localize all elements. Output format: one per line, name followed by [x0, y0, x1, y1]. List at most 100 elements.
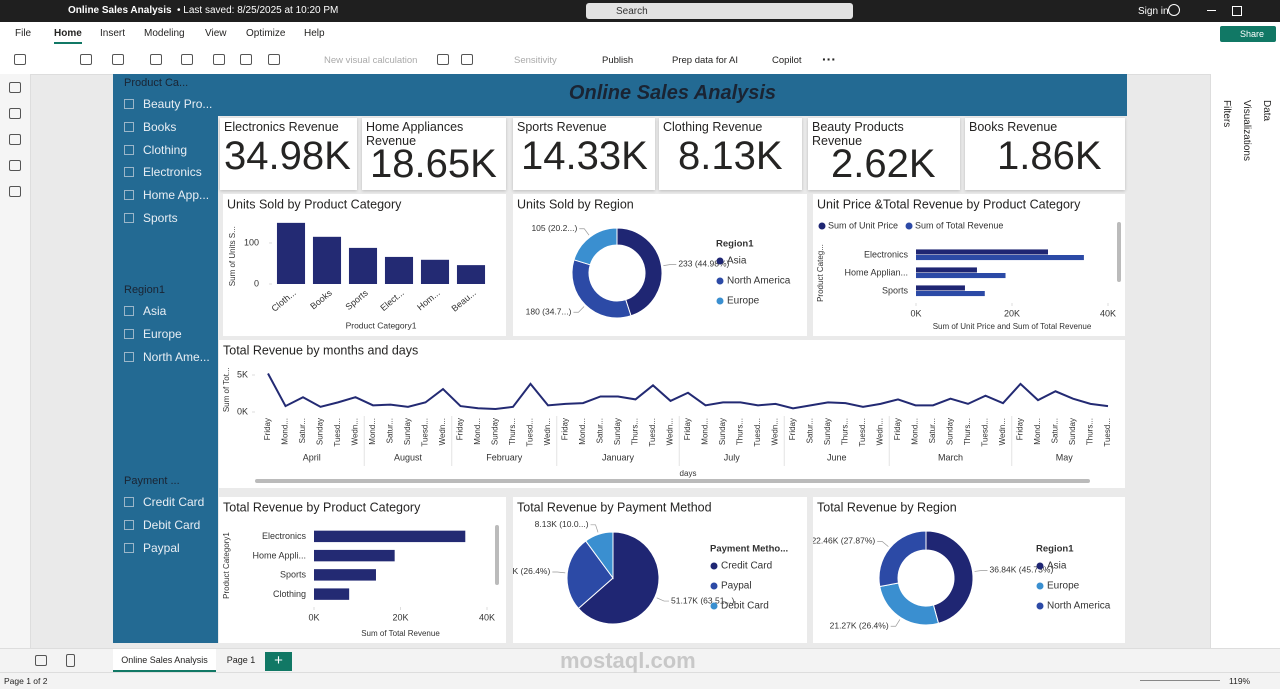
share-button[interactable]: Share — [1220, 26, 1276, 42]
kpi-card: Home Appliances Revenue 18.65K — [362, 118, 506, 190]
title-bar: Online Sales Analysis • Last saved: 8/25… — [0, 0, 1280, 22]
slicer-item[interactable]: Clothing — [143, 142, 188, 157]
search-box[interactable]: Search — [586, 3, 853, 19]
model-view[interactable] — [9, 134, 21, 145]
slicer-checkbox[interactable] — [124, 213, 134, 223]
slicer-item[interactable]: Sports — [143, 211, 178, 225]
copilot[interactable]: Copilot — [772, 55, 802, 66]
slicer-item[interactable]: Paypal — [143, 540, 180, 555]
x-tick-label: Mond... — [911, 418, 920, 445]
textbox-icon[interactable] — [240, 54, 252, 65]
maximize[interactable] — [1232, 6, 1242, 16]
slicer-item[interactable]: Credit Card — [143, 495, 205, 509]
x-tick-label: Satur... — [1051, 418, 1060, 443]
slicer-item[interactable]: Beauty Pro... — [143, 97, 213, 111]
slicer-checkbox[interactable] — [124, 497, 134, 507]
dax-view[interactable] — [9, 160, 21, 171]
menu-item[interactable]: Help — [304, 28, 325, 39]
minimize[interactable] — [1207, 10, 1216, 11]
add-page[interactable]: + — [265, 652, 292, 671]
pane-tab[interactable]: Data — [1261, 100, 1272, 122]
kpi-card: Sports Revenue 14.33K — [513, 118, 655, 190]
slicer-item[interactable]: Books — [143, 119, 177, 134]
new-visual-calculation: New visual calculation — [324, 55, 418, 66]
mobile-view[interactable] — [66, 654, 75, 667]
x-tick-label: Satur... — [596, 418, 605, 443]
legend-swatch — [1036, 602, 1044, 610]
measure-icon[interactable] — [437, 54, 449, 65]
card-value: 34.98K — [224, 134, 351, 178]
x-tick-label: Sports — [343, 287, 370, 312]
slicer-checkbox[interactable] — [124, 190, 134, 201]
slicer-title: Payment ... — [124, 475, 180, 487]
more[interactable]: ··· — [822, 51, 836, 67]
data-icon[interactable] — [112, 54, 124, 65]
bar — [916, 273, 1006, 279]
pane-tab[interactable]: Filters — [1221, 100, 1232, 128]
slicer-item[interactable]: Europe — [143, 326, 182, 341]
transform-icon[interactable] — [150, 54, 162, 65]
prep-data[interactable]: Prep data for AI — [672, 55, 739, 66]
slicer-checkbox[interactable] — [124, 144, 134, 155]
x-tick-label: Sunday — [316, 418, 325, 445]
slicer-item[interactable]: Electronics — [143, 165, 202, 180]
slicer-item[interactable]: Debit Card — [143, 517, 201, 532]
sign-in[interactable]: Sign in — [1138, 6, 1169, 17]
legend-label: North America — [727, 276, 791, 287]
zoom-slider[interactable] — [1140, 680, 1220, 681]
slicer-item[interactable]: Asia — [143, 304, 167, 318]
slicer-item[interactable]: North Ame... — [143, 349, 210, 364]
slicer-checkbox[interactable] — [124, 542, 134, 553]
visual-background — [513, 497, 807, 643]
menu-item[interactable]: File — [15, 28, 32, 39]
slicer-item[interactable]: Home App... — [143, 188, 210, 203]
visual: Total Revenue by Region 36.84K (45.73%) 21… — [811, 497, 1125, 643]
visual: Unit Price &Total Revenue by Product Cat… — [813, 194, 1125, 336]
refresh-icon[interactable] — [181, 54, 193, 65]
table-view[interactable] — [9, 108, 21, 119]
report-header: Online Sales Analysis — [218, 74, 1127, 116]
report-view[interactable] — [9, 82, 21, 93]
chart: Total Revenue by Product Category 0K 20K 40… — [219, 497, 506, 643]
visual-icon[interactable] — [213, 54, 225, 65]
quick-measure-icon[interactable] — [461, 54, 473, 65]
slicer-checkbox[interactable] — [124, 328, 134, 339]
x-tick-label: Satur... — [298, 418, 307, 443]
x-tick-label: Wedn... — [543, 418, 552, 445]
bar — [348, 247, 378, 284]
menu-item[interactable]: Optimize — [246, 28, 286, 39]
bar — [916, 267, 977, 273]
slicer-checkbox[interactable] — [124, 519, 134, 530]
slice — [925, 530, 974, 624]
legend-label: Paypal — [721, 581, 752, 592]
menu-item[interactable]: View — [205, 28, 227, 39]
slicer-checkbox[interactable] — [124, 99, 134, 109]
legend-label: Sum of Unit Price — [828, 220, 898, 230]
paste-icon[interactable] — [14, 54, 26, 65]
menu-item[interactable]: Modeling — [144, 28, 185, 39]
more-visuals-icon[interactable] — [268, 54, 280, 65]
legend-swatch — [710, 602, 718, 610]
slicer-checkbox[interactable] — [124, 351, 134, 362]
menu-item[interactable]: Insert — [100, 28, 126, 39]
page-tab[interactable]: Online Sales Analysis — [113, 649, 216, 672]
chart: Unit Price &Total Revenue by Product Cat… — [813, 194, 1125, 336]
x-tick-label: Thurs... — [631, 418, 640, 445]
slicer-checkbox[interactable] — [124, 121, 134, 132]
slicer-checkbox[interactable] — [124, 306, 134, 316]
publish[interactable]: Publish — [602, 55, 634, 66]
desktop-view[interactable] — [35, 655, 47, 666]
x-tick-label: Sunday — [1068, 418, 1077, 445]
x-tick-label: Mond... — [473, 418, 482, 445]
slicer-checkbox[interactable] — [124, 167, 134, 178]
data-label: 21.27K (26.4%) — [513, 566, 550, 576]
menu-item[interactable]: Home — [54, 28, 82, 44]
month-label: February — [486, 452, 523, 462]
pane-tab[interactable]: Visualizations — [1241, 100, 1252, 161]
zoom-level: 119% — [1229, 676, 1251, 686]
tmdl-view[interactable] — [9, 186, 21, 197]
x-tick-label: Mond... — [281, 418, 290, 445]
y-tick-label: Electronics — [864, 249, 909, 259]
table-icon[interactable] — [80, 54, 92, 65]
page-tab[interactable]: Page 1 — [226, 655, 256, 665]
